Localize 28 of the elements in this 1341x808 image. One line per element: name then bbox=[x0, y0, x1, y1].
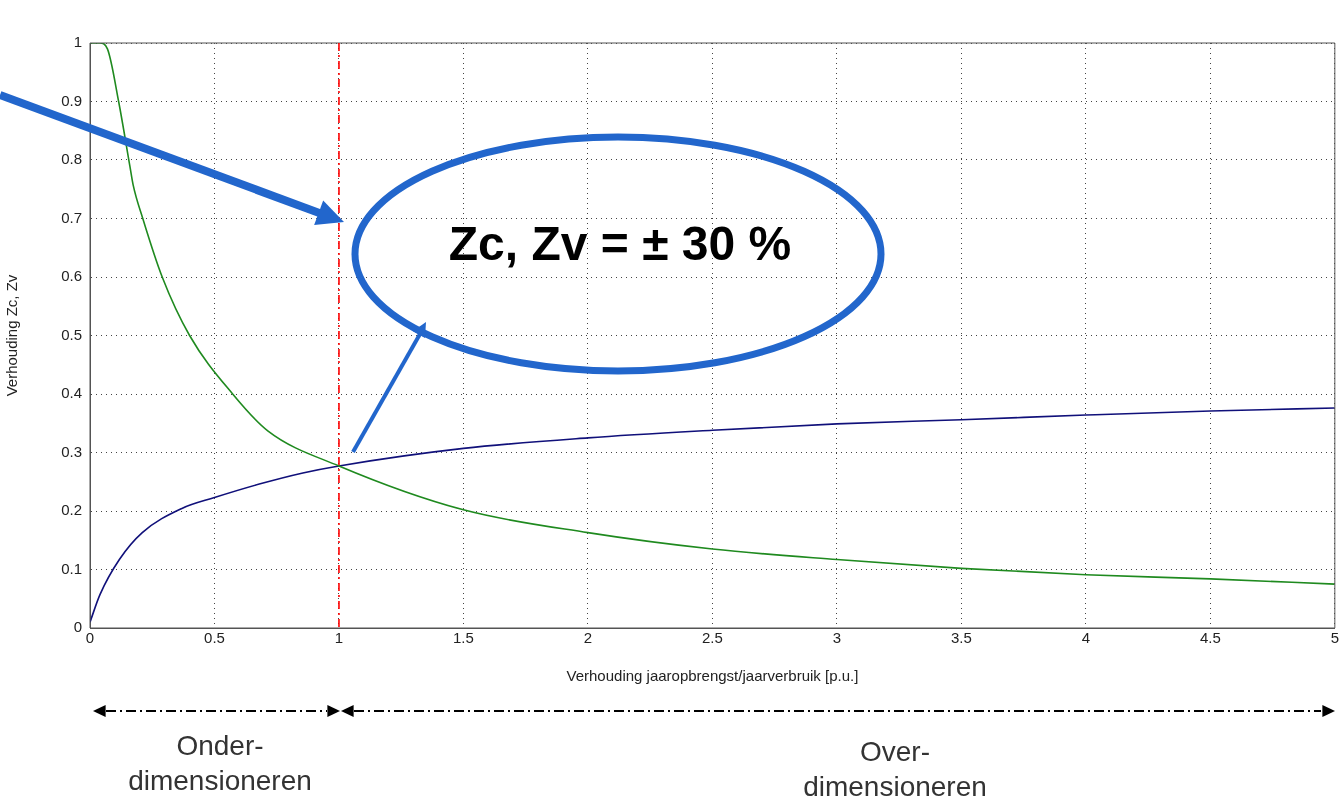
x-tick-label: 0.5 bbox=[204, 629, 225, 647]
x-tick-label: 0 bbox=[85, 629, 95, 647]
x-tick-label: 4 bbox=[1081, 629, 1091, 647]
x-tick-label: 3.5 bbox=[950, 629, 972, 647]
annotation: Zc, Zv = ± 30 % bbox=[447, 216, 793, 272]
y-tick-label: 0.6 bbox=[61, 267, 82, 285]
y-axis-title: Verhouding Zc, Zv bbox=[3, 274, 21, 397]
line-series bbox=[90, 407, 1335, 623]
y-tick-label: 1 bbox=[73, 33, 82, 51]
y-tick-label: 0 bbox=[73, 618, 82, 636]
y-tick-label: 0.5 bbox=[61, 325, 82, 343]
x-axis-title: Verhouding jaaropbrengst/jaarverbruik [p.u.] bbox=[566, 667, 859, 685]
x-tick-label: 2.5 bbox=[701, 629, 723, 647]
y-tick-label: 0.2 bbox=[61, 501, 82, 519]
x-tick-label: 3 bbox=[832, 629, 842, 647]
y-tick-label: 0.1 bbox=[61, 559, 82, 577]
y-tick-label: 0.8 bbox=[61, 150, 82, 168]
y-tick-label: 0.3 bbox=[61, 442, 82, 460]
y-tick-label: 0.4 bbox=[61, 384, 82, 402]
x-tick-label: 5 bbox=[1330, 629, 1339, 647]
text: Onder- dimensioneren bbox=[127, 729, 313, 798]
y-tick-label: 0.9 bbox=[61, 91, 82, 109]
x-tick-label: 1 bbox=[334, 629, 344, 647]
x-tick-label: 4.5 bbox=[1199, 629, 1221, 647]
x-tick-label: 1.5 bbox=[453, 629, 474, 647]
y-tick-label: 0.7 bbox=[61, 208, 82, 226]
x-tick-label: 2 bbox=[583, 629, 593, 647]
text: Over- dimensioneren bbox=[802, 735, 988, 804]
